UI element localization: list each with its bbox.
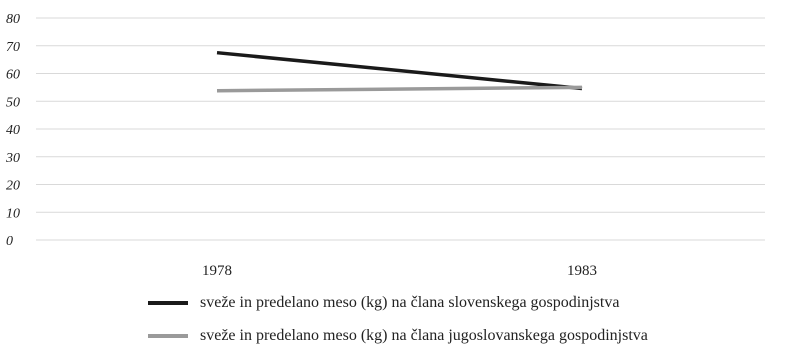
y-tick-label-40: 40: [6, 123, 20, 138]
gridlines: [36, 17, 765, 241]
line-chart: 80 70 60 50 40 30 20 10 0 1978 1983: [5, 12, 765, 279]
x-axis-ticks: 1978 1983: [202, 263, 597, 279]
series-lines: [216, 50, 583, 93]
y-tick-label-60: 60: [6, 68, 20, 83]
series-line-yugoslav: [216, 85, 583, 93]
x-tick-label-1978: 1978: [202, 263, 232, 279]
series-line-slovenian: [216, 50, 583, 91]
legend-swatch-slovenian: [148, 301, 188, 305]
y-tick-label-70: 70: [6, 40, 20, 55]
y-tick-label-30: 30: [5, 151, 20, 166]
x-tick-label-1983: 1983: [567, 263, 597, 279]
legend-label-yugoslav: sveže in predelano meso (kg) na člana ju…: [200, 327, 648, 344]
y-tick-label-10: 10: [6, 206, 20, 221]
y-axis-ticks: 80 70 60 50 40 30 20 10 0: [5, 12, 20, 249]
y-tick-label-50: 50: [6, 95, 20, 110]
y-tick-label-0: 0: [6, 234, 13, 249]
legend-swatch-yugoslav: [148, 334, 188, 338]
y-tick-label-20: 20: [6, 179, 20, 194]
legend-label-slovenian: sveže in predelano meso (kg) na člana sl…: [200, 294, 620, 311]
y-tick-label-80: 80: [6, 12, 20, 27]
